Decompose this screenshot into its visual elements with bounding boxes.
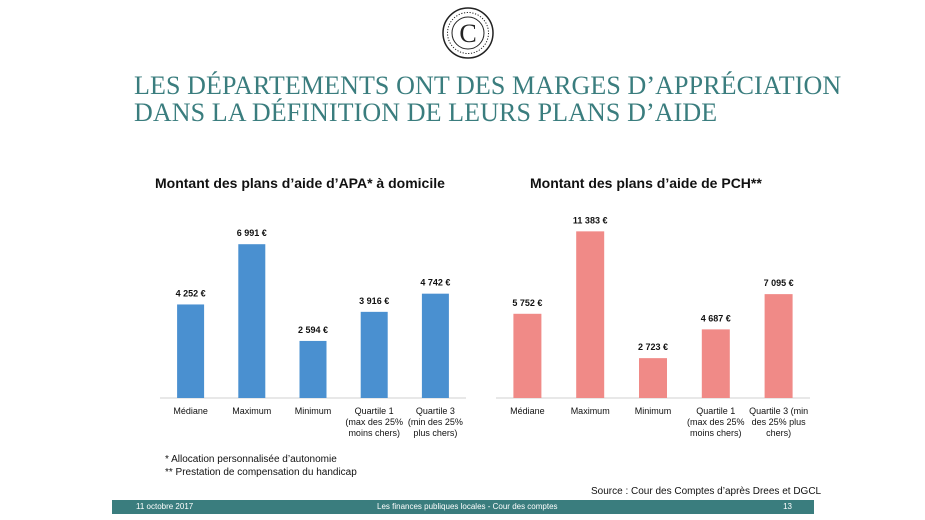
apa-bar [299, 340, 327, 398]
apa-bar [238, 244, 266, 398]
apa-value-label: 4 252 € [176, 288, 206, 298]
apa-value-label: 6 991 € [237, 228, 267, 238]
apa-bar [360, 311, 388, 398]
page-title-line-2: DANS LA DÉFINITION DE LEURS PLANS D’AIDE [134, 98, 718, 127]
pch-value-label: 4 687 € [701, 313, 731, 323]
pch-chart-title: Montant des plans d’aide de PCH** [530, 175, 762, 191]
pch-category-label: moins chers) [690, 428, 742, 438]
pch-bar [576, 231, 605, 398]
pch-bar [513, 313, 542, 398]
apa-bar [421, 293, 449, 398]
pch-category-label: Quartile 3 (min [749, 406, 808, 416]
apa-category-label: (min des 25% [408, 417, 463, 427]
footer-date: 11 octobre 2017 [136, 502, 194, 511]
pch-value-label: 5 752 € [512, 298, 542, 308]
pch-value-label: 11 383 € [573, 215, 608, 225]
apa-value-label: 3 916 € [359, 296, 389, 306]
footer-bar: 11 octobre 2017 Les finances publiques l… [112, 500, 814, 514]
apa-category-label: Quartile 1 [355, 406, 394, 416]
footer-page-number: 13 [783, 502, 792, 511]
pch-value-label: 2 723 € [638, 342, 668, 352]
pch-category-label: Maximum [571, 406, 610, 416]
apa-category-label: plus chers) [413, 428, 457, 438]
pch-value-label: 7 095 € [764, 278, 794, 288]
page-title-line-1: LES DÉPARTEMENTS ONT DES MARGES D’APPRÉC… [134, 71, 842, 100]
apa-bar [177, 304, 205, 398]
apa-value-label: 2 594 € [298, 325, 328, 335]
source-note: Source : Cour des Comptes d’après Drees … [591, 486, 822, 497]
cour-des-comptes-logo: C [442, 7, 494, 59]
pch-category-label: Minimum [635, 406, 672, 416]
pch-bar [701, 329, 730, 398]
pch-bar [639, 358, 667, 398]
pch-bar [764, 294, 793, 398]
apa-value-label: 4 742 € [420, 278, 450, 288]
pch-category-label: Quartile 1 [696, 406, 735, 416]
logo-letter: C [459, 19, 476, 48]
apa-category-label: moins chers) [348, 428, 400, 438]
page-title: LES DÉPARTEMENTS ONT DES MARGES D’APPRÉC… [134, 72, 874, 126]
apa-category-label: Quartile 3 [416, 406, 455, 416]
apa-category-label: Médiane [173, 406, 208, 416]
footer-center-text: Les finances publiques locales - Cour de… [377, 502, 558, 511]
footnote-pch: ** Prestation de compensation du handica… [165, 467, 357, 478]
footnote-apa: * Allocation personnalisée d’autonomie [165, 454, 337, 465]
apa-category-label: Maximum [232, 406, 271, 416]
pch-category-label: (max des 25% [687, 417, 745, 427]
pch-category-label: chers) [766, 428, 791, 438]
apa-chart-title: Montant des plans d’aide d’APA* à domici… [155, 175, 445, 191]
pch-category-label: des 25% plus [752, 417, 807, 427]
apa-category-label: Minimum [295, 406, 332, 416]
apa-category-label: (max des 25% [345, 417, 403, 427]
pch-category-label: Médiane [510, 406, 545, 416]
